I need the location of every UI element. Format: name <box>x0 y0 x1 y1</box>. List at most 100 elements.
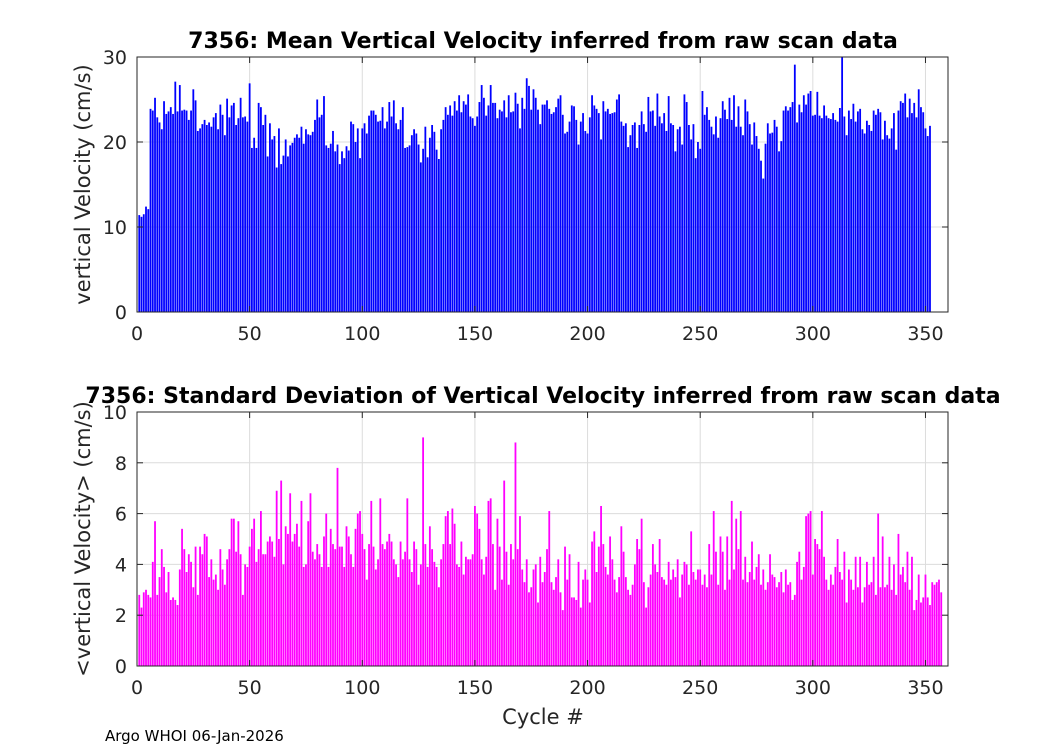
bar <box>746 582 749 666</box>
y-tick-label: 10 <box>103 217 127 239</box>
bar <box>629 135 632 312</box>
bar <box>476 513 479 666</box>
bar <box>142 592 145 666</box>
bar <box>604 111 607 313</box>
bar <box>271 541 274 666</box>
bar <box>437 587 440 666</box>
bar <box>744 99 747 312</box>
bar <box>692 124 695 313</box>
bar <box>766 123 769 312</box>
bar <box>897 110 900 312</box>
bar <box>293 533 296 666</box>
bar <box>512 559 515 666</box>
bar <box>426 566 429 666</box>
bar <box>140 216 143 312</box>
bar <box>658 116 661 312</box>
bar <box>465 556 467 666</box>
bar <box>329 528 332 666</box>
bar <box>649 111 652 313</box>
bar <box>203 533 206 666</box>
bar <box>176 111 179 313</box>
bar <box>314 119 316 313</box>
bar <box>568 554 571 666</box>
bar <box>843 551 846 666</box>
bar <box>232 518 235 666</box>
bar <box>444 516 447 666</box>
bar <box>167 572 170 666</box>
bar <box>223 584 226 666</box>
bar <box>753 122 756 312</box>
bar <box>503 480 506 666</box>
bar <box>847 569 850 666</box>
bar <box>465 104 467 312</box>
bar <box>406 498 409 666</box>
bar <box>196 594 199 666</box>
bar <box>586 579 589 666</box>
bar <box>145 589 147 666</box>
bar <box>181 110 183 312</box>
bar <box>151 561 154 666</box>
bar <box>528 592 530 666</box>
bar <box>861 129 864 312</box>
bar <box>712 511 715 666</box>
bar <box>870 582 873 666</box>
bar <box>586 133 589 312</box>
bar <box>199 128 201 312</box>
bar <box>201 124 204 313</box>
bar <box>433 131 436 312</box>
bar <box>311 551 314 666</box>
bar <box>250 528 253 666</box>
bar <box>343 566 346 666</box>
bar <box>401 107 404 313</box>
bar <box>694 579 697 666</box>
bar <box>192 587 195 666</box>
bar <box>796 561 798 666</box>
axis-ticks: 0 50 100 150 200 250 300 350 0 2 4 6 8 10 <box>103 402 948 699</box>
bar <box>388 102 391 312</box>
bar <box>697 569 699 666</box>
bar <box>280 164 283 312</box>
bar <box>345 526 348 666</box>
bar <box>426 157 429 312</box>
bar <box>178 569 181 666</box>
bar <box>838 108 841 312</box>
bar <box>280 480 283 666</box>
bar <box>474 505 476 666</box>
bar <box>868 584 871 666</box>
bar <box>413 129 415 312</box>
bar <box>199 546 201 666</box>
bar <box>818 115 821 313</box>
bar <box>350 554 352 666</box>
bar <box>611 559 614 666</box>
bar <box>185 572 188 666</box>
bar <box>631 125 634 312</box>
bar <box>875 594 877 666</box>
bar <box>347 150 350 312</box>
mean-velocity-chart: 0 50 100 150 200 250 300 350 0 10 20 30 7356: Mean … <box>71 29 949 345</box>
bar <box>323 96 325 312</box>
bar <box>446 511 449 666</box>
y-tick-label: 6 <box>115 504 127 526</box>
bar <box>169 107 172 313</box>
bar <box>636 539 639 666</box>
bar <box>940 592 943 666</box>
bar <box>519 128 521 312</box>
bar <box>320 566 323 666</box>
bar <box>902 566 904 666</box>
bar <box>440 559 443 666</box>
bar <box>811 574 814 666</box>
bar <box>570 597 573 666</box>
bar <box>492 544 494 666</box>
bar <box>690 531 693 666</box>
bar <box>823 556 825 666</box>
x-tick-label: 150 <box>457 677 493 699</box>
bar <box>138 594 141 666</box>
bar <box>913 102 916 313</box>
bar <box>546 100 548 312</box>
bar <box>302 143 305 312</box>
bar <box>494 102 497 313</box>
bar <box>660 123 663 312</box>
bar <box>618 577 620 666</box>
bar <box>419 564 422 666</box>
bar <box>404 147 406 312</box>
